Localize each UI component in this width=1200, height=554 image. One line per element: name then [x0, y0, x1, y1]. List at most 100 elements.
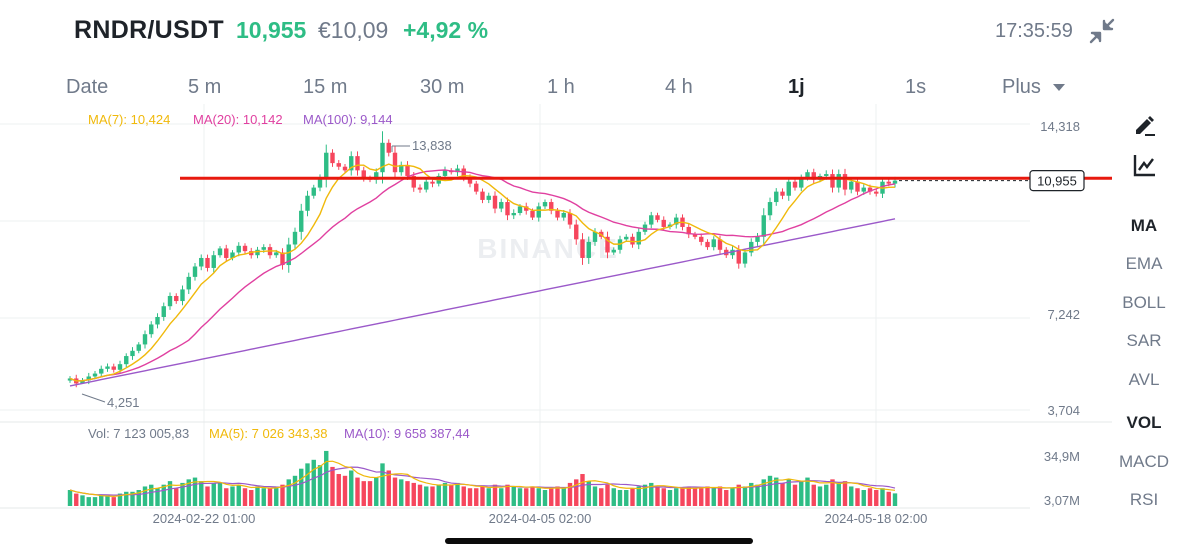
candle-body-14: [155, 316, 160, 325]
volume-bar-3: [86, 497, 91, 506]
pair-title[interactable]: RNDR/USDT: [74, 16, 224, 44]
candle-body-70: [505, 202, 510, 216]
volume-bar-68: [492, 484, 498, 506]
price-axis-top: 14,318: [1040, 119, 1080, 134]
indicator-boll[interactable]: BOLL: [1122, 293, 1166, 312]
volume-bar-48: [367, 481, 373, 506]
volume-bar-94: [655, 486, 660, 506]
volume-bar-14: [155, 488, 160, 506]
candle-body-103: [711, 239, 716, 248]
tab-30m[interactable]: 30 m: [420, 76, 465, 98]
volume-bar-84: [592, 486, 598, 506]
candle-body-11: [136, 344, 141, 351]
indicator-sar[interactable]: SAR: [1126, 331, 1162, 350]
price-axis-mid: 7,242: [1047, 307, 1080, 322]
indicator-ema[interactable]: EMA: [1125, 254, 1163, 273]
candle-body-58: [430, 181, 435, 184]
date-label-3: 2024-05-18 02:00: [825, 511, 928, 524]
indicator-macd[interactable]: MACD: [1118, 452, 1170, 471]
candle-body-13: [149, 324, 154, 335]
candle-body-15: [161, 306, 166, 317]
volume-bar-122: [830, 479, 835, 506]
clock-time: 17:35:59: [995, 20, 1073, 42]
tab-15m[interactable]: 15 m: [303, 76, 348, 98]
candle-body-53: [399, 164, 404, 173]
vol-ma5-legend: MA(5): 7 026 343,38: [209, 426, 328, 441]
price-chart[interactable]: BINANCE 10,955 MA(7): 10,424 MA(20): 10,…: [0, 104, 1112, 524]
candle-body-74: [530, 210, 535, 218]
tab-5m[interactable]: 5 m: [188, 76, 222, 98]
tab-date[interactable]: Date: [66, 76, 109, 98]
indicator-avl[interactable]: AVL: [1128, 370, 1160, 389]
vol-ma5-line: [69, 460, 896, 498]
high-price-label: 13,838: [412, 138, 452, 153]
volume-bar-71: [511, 486, 516, 506]
volume-bar-41: [324, 450, 329, 506]
candle-body-91: [636, 231, 641, 245]
candle-body-67: [486, 195, 491, 200]
volume-bar-92: [642, 484, 648, 506]
candle-body-41: [324, 152, 329, 178]
candle-body-86: [605, 236, 610, 253]
indicator-vol[interactable]: VOL: [1126, 413, 1162, 432]
volume-bar-51: [386, 470, 391, 506]
tab-1s[interactable]: 1s: [905, 76, 927, 98]
volume-bar-102: [705, 486, 710, 506]
volume-bar-123: [836, 482, 841, 506]
candle-body-62: [455, 168, 460, 173]
candle-body-71: [511, 213, 516, 216]
candle-body-117: [799, 177, 804, 188]
candle-body-82: [580, 239, 585, 258]
volume-bar-53: [399, 479, 404, 506]
draw-tool-icon[interactable]: [1132, 112, 1158, 138]
candle-body-97: [674, 217, 679, 225]
volume-bar-4: [92, 497, 98, 506]
volume-bar-106: [730, 488, 735, 506]
volume-bar-76: [542, 490, 548, 506]
candle-body-27: [236, 245, 241, 253]
chart-style-icon[interactable]: [1132, 152, 1158, 178]
home-indicator[interactable]: [445, 538, 753, 544]
volume-bar-128: [867, 488, 873, 506]
volume-bar-69: [499, 488, 504, 506]
candle-body-65: [474, 183, 479, 192]
candle-body-44: [342, 166, 348, 171]
volume-bar-17: [174, 488, 179, 506]
candle-body-73: [524, 206, 529, 211]
price-change: +4,92 %: [403, 17, 489, 43]
volume-bar-7: [111, 497, 116, 506]
current-price-label: 10,955: [1037, 174, 1077, 189]
volume-bar-115: [786, 479, 791, 506]
volume-bar-44: [342, 475, 348, 506]
volume-bar-89: [624, 490, 629, 506]
candle-body-124: [842, 174, 848, 190]
indicator-panel: MA EMA BOLL SAR AVL VOL MACD RSI: [1112, 104, 1200, 524]
volume-bar-42: [330, 466, 335, 506]
volume-bar-124: [842, 481, 848, 506]
candle-body-17: [174, 295, 179, 302]
volume-bar-39: [311, 459, 316, 506]
vol-legend: Vol: 7 123 005,83: [88, 426, 189, 441]
volume-bar-47: [361, 481, 366, 506]
tab-plus[interactable]: Plus: [1002, 76, 1066, 99]
volume-bar-12: [142, 486, 148, 506]
candle-body-72: [517, 206, 523, 214]
volume-bar-0: [67, 490, 73, 506]
tab-1j[interactable]: 1j: [788, 76, 805, 98]
volume-bar-21: [199, 481, 204, 506]
volume-bar-93: [649, 482, 654, 506]
volume-bar-50: [380, 463, 385, 506]
candle-body-0: [67, 378, 73, 381]
candle-body-126: [855, 181, 860, 192]
volume-bar-129: [874, 490, 879, 506]
candle-body-96: [667, 224, 673, 227]
volume-bar-82: [580, 474, 585, 506]
indicator-rsi[interactable]: RSI: [1129, 490, 1159, 509]
volume-bar-23: [211, 482, 216, 506]
indicator-ma[interactable]: MA: [1130, 216, 1158, 235]
tab-1h[interactable]: 1 h: [547, 76, 575, 98]
collapse-arrows-icon[interactable]: [1088, 17, 1116, 45]
tab-4h[interactable]: 4 h: [665, 76, 693, 98]
volume-bar-22: [205, 486, 210, 506]
candle-body-40: [317, 177, 323, 188]
